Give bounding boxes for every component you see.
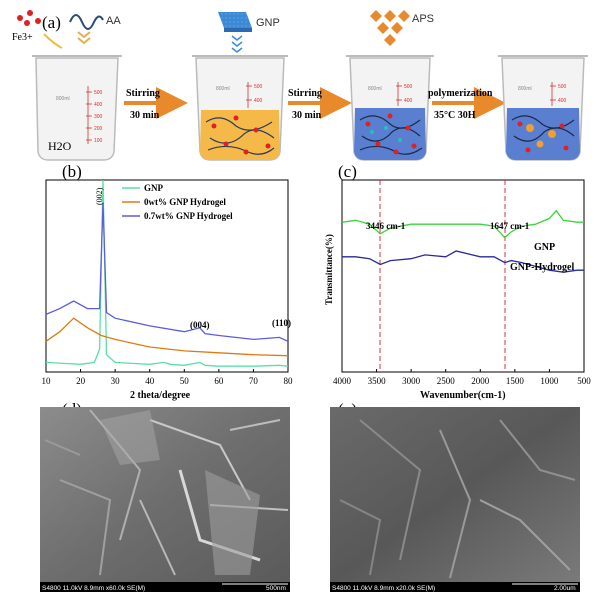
ftir-y-axis-label: Transmittance(%) <box>324 234 334 305</box>
sem-info-d: S4800 11.0kV 8.9mm x60.0k SE(M) <box>42 585 145 592</box>
sem-texture-e <box>339 419 576 579</box>
scale-label: 400 <box>94 102 103 108</box>
scale-label: 400 <box>404 98 413 104</box>
beaker-3: 800ml 500 400 <box>346 55 434 161</box>
scale-label: 400 <box>558 98 567 104</box>
xrd-legend: GNP 0wt% GNP Hydrogel 0.7wt% GNP Hydroge… <box>122 183 233 221</box>
legend-label-gnp: GNP <box>144 183 164 193</box>
gnp-stack-icon <box>218 12 252 53</box>
ftir-plot-frame <box>341 179 585 373</box>
ftir-x-ticks: 4000 3500 3000 2500 2000 1500 1000 500 <box>333 369 591 386</box>
series-label-gnp-hydrogel: GNP-Hydrogel <box>510 262 574 273</box>
xrd-x-tick-label: 80 <box>284 376 294 386</box>
peak-label-1647: 1647 cm-1 <box>490 221 530 231</box>
xrd-x-ticks: 10 20 30 40 50 60 70 80 <box>42 369 294 386</box>
step3-bottom-label: 35°C 30H <box>434 110 476 121</box>
beaker-volume-label: 800ml <box>368 86 382 92</box>
peak-label-110: (110) <box>272 318 291 328</box>
scale-label: 200 <box>94 126 103 132</box>
ftir-x-tick-label: 2500 <box>437 376 456 386</box>
peak-label-3446: 3446 cm-1 <box>366 221 406 231</box>
panel-b-letter: (b) <box>62 162 82 181</box>
panel-a: (a) AA Fe3+ 800ml 500 400 300 200 <box>12 10 588 161</box>
xrd-x-tick-label: 30 <box>111 376 121 386</box>
aps-crystals-icon <box>370 10 410 46</box>
scale-label: 500 <box>254 84 263 90</box>
ftir-x-axis-label: Wavenumber(cm-1) <box>420 390 506 401</box>
scale-label: 500 <box>558 84 567 90</box>
xrd-x-tick-label: 50 <box>180 376 190 386</box>
beaker-volume-label: 800ml <box>56 96 70 102</box>
aa-monomer-icon <box>69 14 104 30</box>
xrd-x-tick-label: 70 <box>249 376 259 386</box>
reagent-gnp-label: GNP <box>256 17 280 29</box>
step1-top-label: Stirring <box>126 88 160 99</box>
sem-info-bar-e <box>330 582 580 592</box>
scale-label: 300 <box>94 114 103 120</box>
ftir-x-tick-label: 500 <box>577 376 591 386</box>
beaker-2: 800ml 500 400 <box>192 55 288 161</box>
sem-info-bar-d <box>40 582 290 592</box>
reagent-aa-label: AA <box>106 15 121 27</box>
ftir-x-tick-label: 1000 <box>540 376 559 386</box>
step3-top-label: polymerization <box>428 88 493 99</box>
step1-bottom-label: 30 min <box>130 110 160 121</box>
xrd-series-1 <box>45 179 289 367</box>
series-label-gnp: GNP <box>534 242 555 253</box>
step2-top-label: Stirring <box>288 88 322 99</box>
sem-flake-d <box>100 410 160 465</box>
scale-label: 500 <box>94 90 103 96</box>
legend-label-hydrogel-07: 0.7wt% GNP Hydrogel <box>144 211 233 221</box>
beaker-volume-label: 800ml <box>216 86 230 92</box>
sem-flake-d <box>205 470 260 575</box>
ftir-x-tick-label: 2000 <box>471 376 490 386</box>
panel-c-letter: (c) <box>338 162 357 181</box>
reagent-aps-label: APS <box>412 13 434 25</box>
step2-bottom-label: 30 min <box>292 110 322 121</box>
xrd-series-group <box>45 179 289 367</box>
panel-c: (c) 4000 3500 3000 2500 2000 1500 1000 500 Tran… <box>324 162 591 401</box>
beaker-volume-label: 800ml <box>518 86 532 92</box>
fe-ions-icon <box>17 10 41 26</box>
panel-d: (d) S4800 11.0kV 8.9mm x60.0k SE(M) 500n… <box>40 400 290 592</box>
xrd-x-tick-label: 10 <box>42 376 52 386</box>
xrd-x-tick-label: 20 <box>76 376 86 386</box>
ftir-x-tick-label: 3000 <box>402 376 421 386</box>
scale-label: 500 <box>404 84 413 90</box>
scale-bar-label-e: 2.00um <box>554 585 576 592</box>
xrd-x-tick-label: 60 <box>214 376 224 386</box>
ftir-x-tick-label: 1500 <box>506 376 525 386</box>
beaker-1: 800ml 500 400 300 200 100 H2O <box>32 55 122 161</box>
panel-a-letter: (a) <box>42 13 61 32</box>
xrd-plot-frame <box>45 179 289 373</box>
scale-label: 400 <box>254 98 263 104</box>
peak-label-004: (004) <box>190 320 210 330</box>
xrd-series-2 <box>45 317 289 357</box>
ftir-x-tick-label: 3500 <box>368 376 387 386</box>
xrd-series-3 <box>45 202 289 342</box>
scale-label: 100 <box>94 138 103 144</box>
legend-label-hydrogel-0: 0wt% GNP Hydrogel <box>144 197 226 207</box>
xrd-x-axis-label: 2 theta/degree <box>130 390 191 401</box>
panel-b: (b) 10 20 30 40 50 60 70 80 2 theta/degree GNP … <box>42 162 294 401</box>
ftir-series-2 <box>342 250 584 273</box>
ftir-series-group <box>341 209 584 273</box>
beaker-4: 800ml 500 400 <box>498 55 588 161</box>
water-label: H2O <box>48 139 72 153</box>
drop-arrow-icon <box>77 31 91 45</box>
scale-bar-label-d: 500nm <box>266 585 286 592</box>
sem-info-e: S4800 11.0kV 8.9mm x20.0k SE(M) <box>332 585 435 592</box>
ftir-series-1 <box>341 209 584 239</box>
reagent-fe-label: Fe3+ <box>12 32 33 43</box>
ftir-x-tick-label: 4000 <box>333 376 352 386</box>
xrd-x-tick-label: 40 <box>145 376 155 386</box>
peak-label-002: (002) <box>95 187 104 205</box>
panel-e: (e) S4800 11.0kV 8.9mm x20.0k SE(M) 2.00… <box>330 400 580 592</box>
sem-image-e <box>330 407 580 582</box>
pour-arrow-icon <box>43 33 63 49</box>
